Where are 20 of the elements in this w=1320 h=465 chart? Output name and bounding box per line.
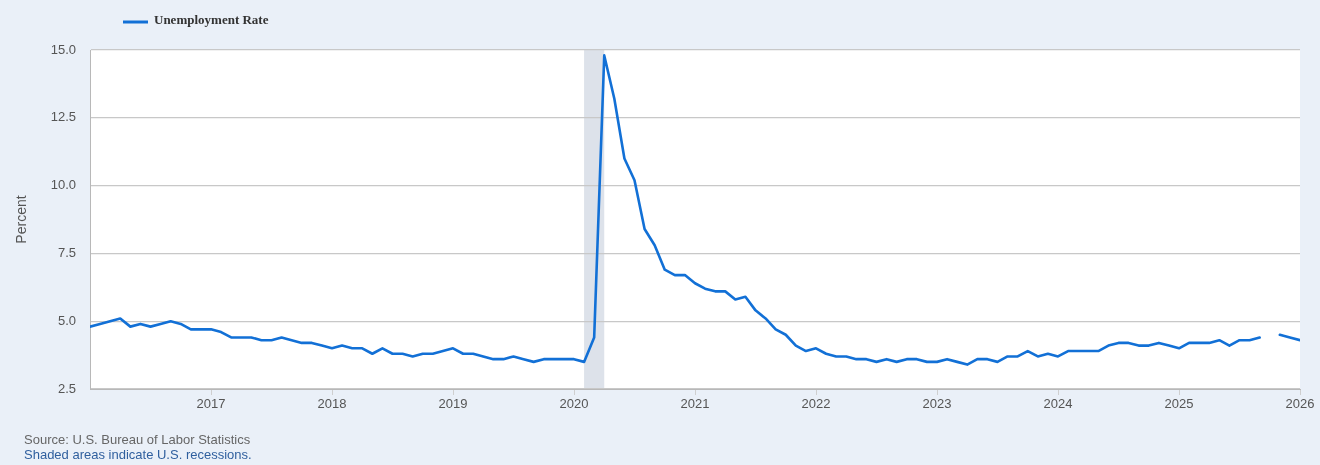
y-tick-label: 2.5	[57, 380, 76, 396]
x-tick-label: 2026	[1285, 396, 1315, 412]
y-tick-label: 15.0	[50, 41, 76, 57]
x-tick-label: 2021	[680, 396, 710, 412]
x-tick-label: 2025	[1164, 396, 1194, 412]
y-tick-label: 7.5	[57, 244, 76, 260]
x-tick-label: 2023	[922, 396, 952, 412]
legend-label: Unemployment Rate	[154, 12, 269, 28]
x-tick-label: 2022	[801, 396, 831, 412]
x-tick-label: 2017	[196, 396, 226, 412]
y-tick-label: 12.5	[50, 109, 76, 125]
y-tick-label: 10.0	[50, 177, 76, 193]
source-note: Source: U.S. Bureau of Labor Statistics	[24, 431, 251, 447]
y-tick-label: 5.0	[57, 312, 76, 328]
x-tick-label: 2018	[317, 396, 347, 412]
x-tick-label: 2024	[1043, 396, 1073, 412]
y-axis-title: Percent	[13, 195, 30, 244]
text: Shaded areas indicate U.S. recessions.	[24, 446, 252, 462]
x-tick-label: 2019	[438, 396, 468, 412]
x-tick-label: 2020	[559, 396, 589, 412]
